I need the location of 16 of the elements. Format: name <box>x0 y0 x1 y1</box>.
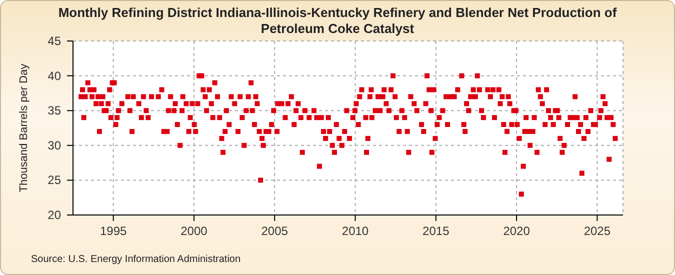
y-tick-label: 20 <box>48 208 62 222</box>
x-tick-label: 2010 <box>342 224 369 238</box>
chart-title: Monthly Refining District Indiana-Illinois-Kentucky Refinery and Blender Net Production of Petroleum Coke Catalyst <box>58 5 617 36</box>
y-tick-label: 45 <box>48 34 62 48</box>
y-axis-title: Thousand Barrels per Day <box>18 63 30 192</box>
source-note: Source: U.S. Energy Information Administration <box>31 254 241 265</box>
x-tick-label: 2000 <box>180 224 208 238</box>
x-tick-label: 1995 <box>100 224 127 238</box>
y-tick-label: 30 <box>48 138 62 152</box>
x-tick-label: 2025 <box>584 224 611 238</box>
y-tick-label: 40 <box>48 68 62 83</box>
x-tick-label: 2005 <box>261 224 288 238</box>
y-tick-label: 25 <box>48 173 62 188</box>
x-tick-label: 2020 <box>503 224 530 238</box>
y-tick-label: 35 <box>48 104 62 118</box>
x-tick-label: 2015 <box>422 224 450 238</box>
